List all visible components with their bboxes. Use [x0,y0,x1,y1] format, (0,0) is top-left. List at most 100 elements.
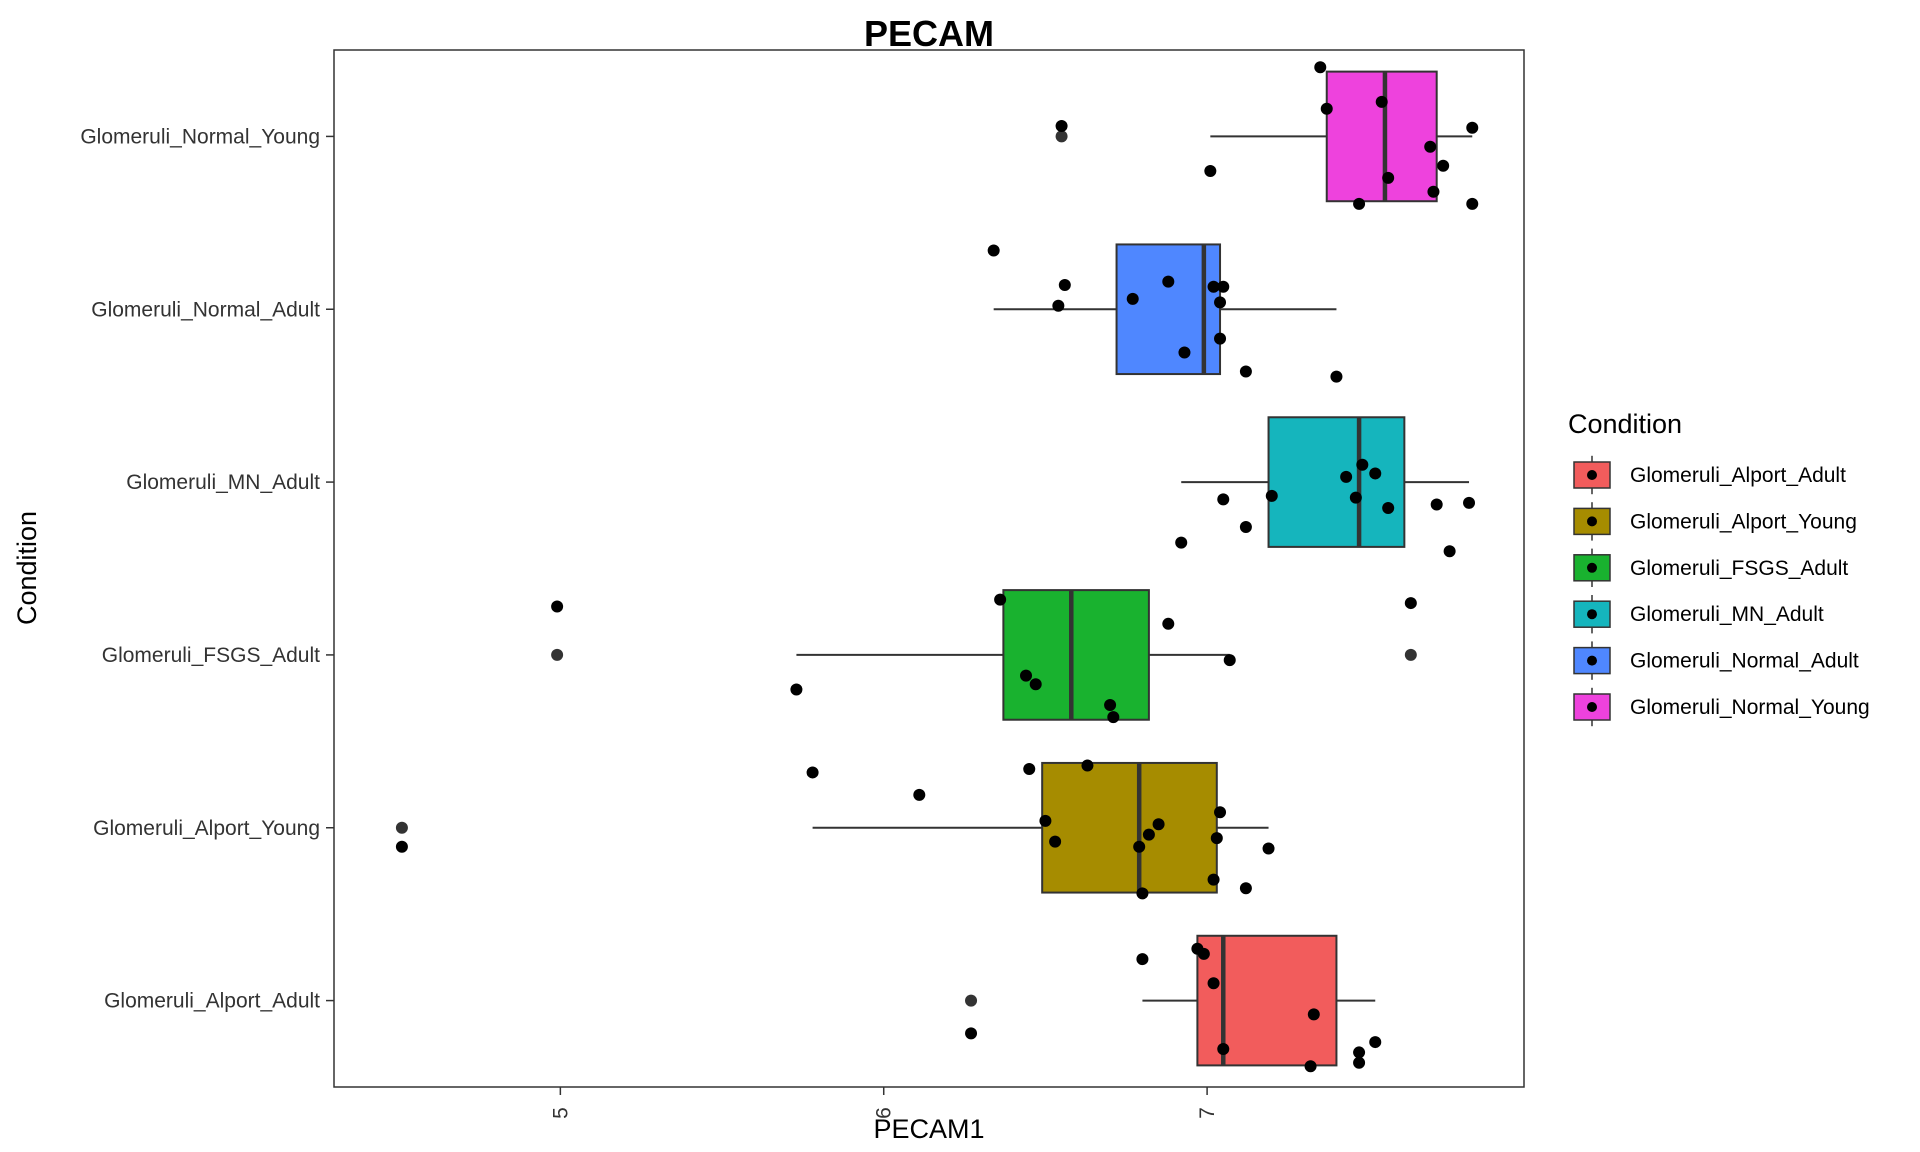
glomeruli-alport-young-point [1081,759,1094,772]
glomeruli-fsgs-adult-point [994,593,1007,606]
legend-label-glomeruli-alport-young: Glomeruli_Alport_Young [1630,510,1857,533]
glomeruli-alport-adult-point [1207,977,1220,990]
glomeruli-fsgs-adult-point [1107,711,1120,724]
glomeruli-fsgs-adult-point [1020,669,1033,682]
glomeruli-normal-young-point [1320,102,1333,115]
glomeruli-fsgs-adult-point [551,600,564,613]
legend-key-point [1587,516,1597,527]
glomeruli-alport-adult-point [1197,947,1210,960]
glomeruli-alport-adult-point [1217,1042,1230,1055]
y-axis-title: Condition [12,511,42,625]
glomeruli-normal-young-point [1466,197,1479,210]
glomeruli-normal-adult-point [1178,346,1191,359]
glomeruli-alport-adult-point [965,1027,978,1040]
glomeruli-alport-young-point [1152,818,1165,831]
x-tick-label-7: 7 [1196,1107,1219,1119]
glomeruli-alport-adult-point [1304,1060,1317,1073]
legend: Condition Glomeruli_Alport_AdultGlomerul… [1568,409,1870,727]
glomeruli-mn-adult-point [1340,470,1353,483]
glomeruli-alport-adult-point [1136,953,1149,966]
x-axis: 5 6 7 [549,1087,1219,1119]
glomeruli-alport-young-point [1023,762,1036,775]
glomeruli-normal-adult-point [1126,292,1139,305]
glomeruli-alport-young-point [1136,887,1149,900]
glomeruli-alport-young-point [1039,814,1052,827]
x-tick-label-6: 6 [873,1107,896,1119]
legend-label-glomeruli-fsgs-adult: Glomeruli_FSGS_Adult [1630,557,1848,580]
y-tick-label-glomeruli-normal-young: Glomeruli_Normal_Young [80,125,320,148]
glomeruli-alport-young-point [1214,806,1227,819]
glomeruli-mn-adult-point [1356,458,1369,471]
glomeruli-fsgs-adult-point [1223,654,1236,667]
glomeruli-normal-young-point [1314,61,1327,74]
glomeruli-alport-young-point [1239,882,1252,895]
legend-key-point [1587,609,1597,620]
glomeruli-normal-young-box [1325,70,1438,203]
glomeruli-mn-adult-point [1443,545,1456,558]
glomeruli-normal-young-point [1375,95,1388,108]
glomeruli-alport-young-point [1262,842,1275,855]
glomeruli-mn-adult-point [1217,493,1230,506]
glomeruli-normal-adult-point [1052,299,1065,312]
x-axis-title: PECAM1 [873,1114,984,1144]
glomeruli-fsgs-adult-point [1404,597,1417,610]
glomeruli-mn-adult-point [1265,489,1278,502]
legend-title: Condition [1568,409,1682,439]
glomeruli-alport-young-point [1210,832,1223,845]
glomeruli-fsgs-adult-point [1162,617,1175,630]
glomeruli-mn-adult-point [1239,521,1252,534]
plot-panel [333,49,1525,1088]
legend-key-point [1587,470,1597,480]
glomeruli-normal-adult-point [1207,280,1220,293]
glomeruli-alport-young-outlier [395,821,408,834]
glomeruli-alport-young-point [1142,828,1155,841]
glomeruli-alport-young-point [1049,835,1062,848]
glomeruli-normal-adult-point [1058,279,1071,292]
glomeruli-fsgs-adult-box [1002,589,1150,721]
glomeruli-alport-young-point [806,766,819,779]
glomeruli-normal-adult-point [1217,280,1230,293]
y-tick-label-glomeruli-normal-adult: Glomeruli_Normal_Adult [91,298,320,321]
legend-label-glomeruli-mn-adult: Glomeruli_MN_Adult [1630,603,1824,626]
glomeruli-normal-young-point [1437,159,1450,172]
glomeruli-normal-young-outlier [1055,130,1068,143]
glomeruli-fsgs-adult-outlier [551,648,564,661]
glomeruli-mn-adult-point [1349,491,1362,504]
glomeruli-normal-adult-point [1239,365,1252,378]
glomeruli-normal-adult-point [987,244,1000,257]
glomeruli-alport-adult-outlier [965,994,978,1007]
glomeruli-normal-young-point [1204,164,1217,177]
legend-label-glomeruli-normal-young: Glomeruli_Normal_Young [1630,696,1870,719]
y-tick-label-glomeruli-fsgs-adult: Glomeruli_FSGS_Adult [102,644,320,667]
glomeruli-fsgs-adult-point [1104,699,1117,712]
glomeruli-normal-young-point [1424,140,1437,153]
points-layer [395,61,1479,1073]
legend-items: Glomeruli_Alport_Adult Glomeruli_Alport_Y… [1573,455,1870,727]
glomeruli-fsgs-adult-point [1029,678,1042,691]
glomeruli-fsgs-adult-outlier [1404,648,1417,661]
glomeruli-alport-young-box [1041,761,1218,894]
chart-title: PECAM [864,13,994,54]
legend-key-point [1587,562,1597,573]
glomeruli-normal-young-point [1427,185,1440,198]
legend-key-point [1587,702,1597,712]
glomeruli-normal-adult-point [1214,332,1227,345]
glomeruli-mn-adult-point [1463,496,1476,509]
glomeruli-alport-adult-box [1196,934,1338,1067]
glomeruli-mn-adult-point [1430,498,1443,511]
x-tick-label-5: 5 [549,1107,572,1119]
glomeruli-mn-adult-box [1267,416,1406,548]
glomeruli-mn-adult-point [1369,467,1382,480]
glomeruli-normal-adult-point [1330,370,1343,383]
glomeruli-alport-young-point [395,840,408,853]
glomeruli-alport-young-point [1133,840,1146,853]
y-tick-label-glomeruli-alport-adult: Glomeruli_Alport_Adult [104,990,320,1013]
glomeruli-alport-adult-point [1353,1046,1366,1059]
glomeruli-alport-adult-point [1369,1036,1382,1049]
glomeruli-alport-adult-point [1307,1008,1320,1021]
y-tick-label-glomeruli-mn-adult: Glomeruli_MN_Adult [126,471,320,494]
glomeruli-normal-young-point [1466,121,1479,134]
glomeruli-alport-adult-point [1353,1056,1366,1069]
legend-label-glomeruli-alport-adult: Glomeruli_Alport_Adult [1630,464,1846,487]
